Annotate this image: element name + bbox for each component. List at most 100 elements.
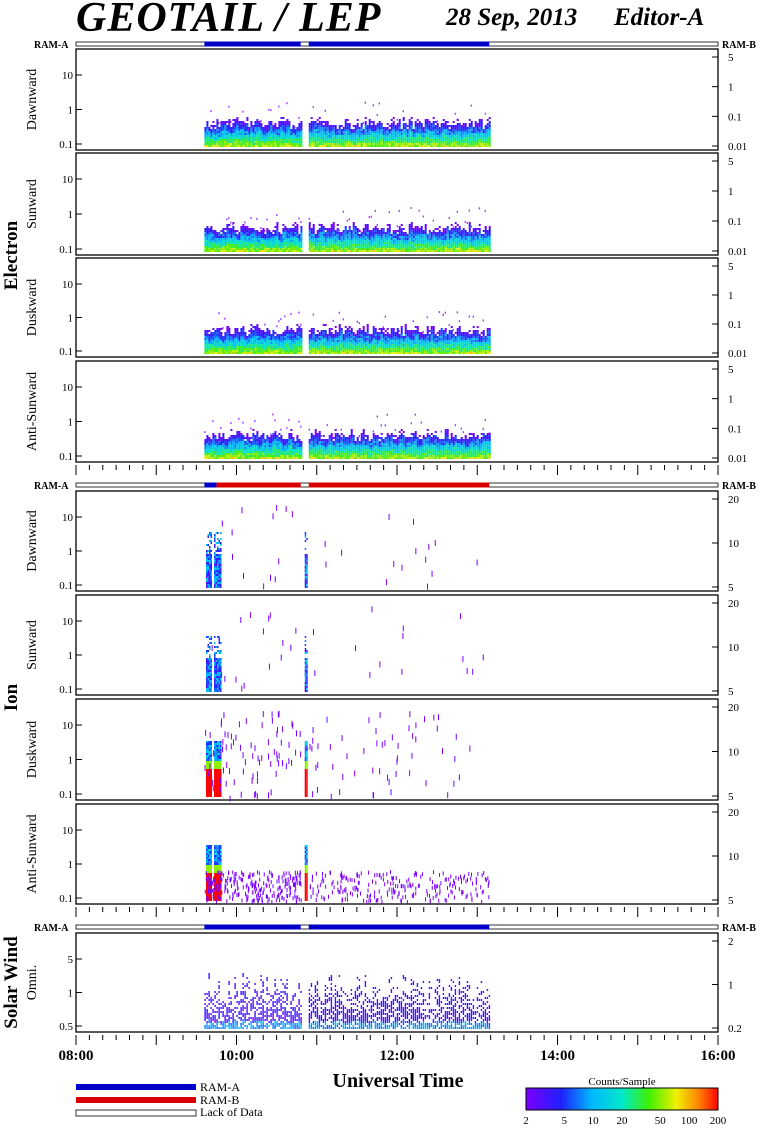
right-tick-label: 10 <box>728 538 740 550</box>
left-tick-label: 1 <box>68 988 74 1000</box>
ram-status-segment <box>204 482 217 488</box>
right-tick-label: 0.1 <box>728 111 742 123</box>
spectrogram-ion-dawnward <box>206 504 478 590</box>
colorbar-tick-label: 5 <box>561 1115 567 1127</box>
right-tick-label: 5 <box>728 261 734 273</box>
left-tick-label: 1 <box>68 546 74 558</box>
legend-ram-a-label: RAM-A <box>200 1080 241 1094</box>
group-label: Ion <box>1 683 22 711</box>
right-tick-label: 1 <box>728 980 734 992</box>
right-tick-label: 0.1 <box>728 423 742 435</box>
ram-status-segment <box>204 924 301 930</box>
left-tick-label: 1 <box>68 859 74 871</box>
colorbar-title: Counts/Sample <box>588 1076 656 1088</box>
spectrogram-ion-anti-sunward <box>204 845 490 904</box>
left-tick-label: 0.1 <box>59 139 73 151</box>
ram-status-segment <box>308 41 490 47</box>
left-tick-label: 0.1 <box>59 244 73 256</box>
right-tick-label: 20 <box>728 494 740 506</box>
right-tick-label: 5 <box>728 52 734 64</box>
colorbar-tick-label: 20 <box>617 1115 629 1127</box>
ram-status-segment <box>204 41 301 47</box>
panel-label: Sunward <box>25 620 40 670</box>
right-tick-label: 5 <box>728 156 734 168</box>
left-tick-label: 0.1 <box>59 684 73 696</box>
colorbar-tick-label: 200 <box>710 1115 727 1127</box>
panel-label: Sunward <box>25 179 40 229</box>
panel-label: Anti-Sunward <box>25 372 40 451</box>
right-tick-label: 1 <box>728 186 734 198</box>
colorbar-tick-label: 2 <box>523 1115 529 1127</box>
right-tick-label: 5 <box>728 686 734 698</box>
legend-ram-a-swatch <box>76 1084 196 1090</box>
spectrogram-electron-anti-sunward <box>204 413 491 459</box>
left-tick-label: 0.5 <box>59 1021 73 1033</box>
left-tick-label: 1 <box>68 313 74 325</box>
panel-frame <box>75 698 719 801</box>
spectrogram-ion-duskward <box>204 710 471 802</box>
ram-status-segment <box>216 482 301 488</box>
left-tick-label: 0.1 <box>59 346 73 358</box>
right-tick-label: 0.01 <box>728 453 747 465</box>
ram-b-label: RAM-B <box>722 481 756 492</box>
panel-label: Omni. <box>25 965 40 1000</box>
x-tick-label: 16:00 <box>701 1048 736 1064</box>
group-label: Solar Wind <box>1 936 22 1029</box>
right-tick-label: 2 <box>728 936 734 948</box>
right-tick-label: 5 <box>728 582 734 594</box>
right-tick-label: 20 <box>728 702 740 714</box>
ram-b-label: RAM-B <box>722 40 756 51</box>
right-tick-label: 5 <box>728 895 734 907</box>
ram-a-label: RAM-A <box>34 923 69 934</box>
x-tick-label: 10:00 <box>219 1048 254 1064</box>
right-tick-label: 0.01 <box>728 246 747 258</box>
colorbar <box>525 1087 719 1111</box>
colorbar-tick-label: 10 <box>588 1115 600 1127</box>
panel-label: Anti-Sunward <box>25 814 40 893</box>
left-tick-label: 1 <box>68 209 74 221</box>
panel-label: Duskward <box>25 279 40 337</box>
ram-b-label: RAM-B <box>722 923 756 934</box>
left-tick-label: 1 <box>68 650 74 662</box>
editor-label: Editor-A <box>614 4 705 31</box>
legend-lack-of-data-label: Lack of Data <box>200 1105 263 1119</box>
left-tick-label: 10 <box>62 279 74 291</box>
left-tick-label: 1 <box>68 105 74 117</box>
right-tick-label: 0.01 <box>728 348 747 360</box>
colorbar-tick-label: 100 <box>681 1115 698 1127</box>
left-tick-label: 0.1 <box>59 789 73 801</box>
ram-status-segment <box>308 924 490 930</box>
spectrogram-electron-sunward <box>204 206 491 252</box>
spectrogram-electron-dawnward <box>204 101 491 147</box>
panel-label: Dawnward <box>25 69 40 130</box>
ram-status-segment <box>308 482 490 488</box>
right-tick-label: 1 <box>728 82 734 94</box>
left-tick-label: 10 <box>62 512 74 524</box>
left-tick-label: 10 <box>62 174 74 186</box>
x-axis-label: Universal Time <box>332 1070 464 1092</box>
panel-frame <box>75 490 719 592</box>
spectrogram-electron-duskward <box>204 311 491 354</box>
right-tick-label: 5 <box>728 791 734 803</box>
right-tick-label: 20 <box>728 807 740 819</box>
right-tick-label: 0.1 <box>728 216 742 228</box>
panel-label: Duskward <box>25 721 40 779</box>
x-tick-label: 08:00 <box>59 1048 94 1064</box>
right-tick-label: 1 <box>728 290 734 302</box>
right-tick-label: 5 <box>728 364 734 376</box>
panel-label: Dawnward <box>25 510 40 571</box>
right-tick-label: 10 <box>728 642 740 654</box>
x-tick-label: 14:00 <box>540 1048 575 1064</box>
x-tick-label: 12:00 <box>380 1048 415 1064</box>
spectrogram-solar-wind-omni- <box>204 973 491 1029</box>
plot-date: 28 Sep, 2013 <box>446 4 578 31</box>
ram-a-label: RAM-A <box>34 40 69 51</box>
colorbar-tick-label: 50 <box>655 1115 667 1127</box>
group-label: Electron <box>1 220 22 290</box>
right-tick-label: 10 <box>728 747 740 759</box>
right-tick-label: 0.01 <box>728 141 747 153</box>
left-tick-label: 1 <box>68 417 74 429</box>
legend-ram-b-label: RAM-B <box>200 1093 240 1107</box>
left-tick-label: 1 <box>68 755 74 767</box>
